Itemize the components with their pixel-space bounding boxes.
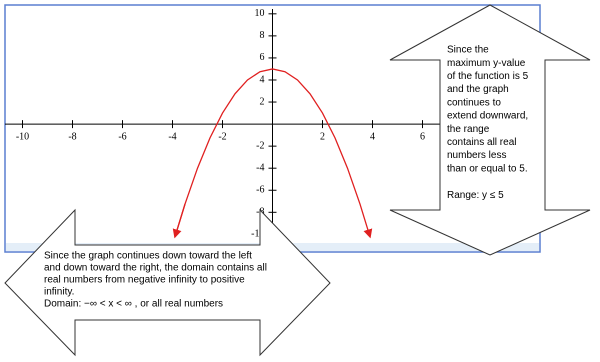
x-tick-label: 6 (420, 131, 425, 142)
y-tick-label: 8 (260, 30, 265, 41)
x-tick-label: 2 (320, 131, 325, 142)
x-tick-label: -10 (16, 131, 29, 142)
note-line: extend downward, (447, 111, 528, 122)
y-tick-label: 2 (260, 96, 265, 107)
note-line: than or equal to 5. (447, 163, 528, 174)
y-tick-label: -10 (251, 229, 264, 240)
note-line: and down toward the right, the domain co… (44, 263, 267, 274)
note-line: and the graph (447, 84, 509, 95)
note-line: Domain: −∞ < x < ∞ , or all real numbers (44, 299, 223, 310)
range-callout (389, 4, 591, 256)
y-tick-label: 10 (255, 8, 265, 19)
domain-callout (4, 208, 331, 357)
y-tick-label: -6 (256, 185, 264, 196)
note-line: Since the graph continues down toward th… (44, 251, 252, 262)
note-line: contains all real (447, 137, 516, 148)
x-tick-label: -6 (118, 131, 126, 142)
note-line: real numbers from negative infinity to p… (44, 275, 245, 286)
y-tick-label: -2 (256, 140, 264, 151)
y-tick-label: 6 (260, 52, 265, 63)
y-tick-label: 4 (260, 74, 265, 85)
note-line: infinity. (44, 287, 74, 298)
note-line: continues to (447, 97, 501, 108)
x-tick-label: -4 (168, 131, 176, 142)
note-line: of the function is 5 (447, 71, 529, 82)
y-tick-label: -4 (256, 162, 264, 173)
note-line: the range (447, 124, 490, 135)
note-line: Range: y ≤ 5 (447, 190, 504, 201)
curve-arrow (172, 203, 186, 239)
x-tick-label: 4 (370, 131, 375, 142)
x-tick-label: -2 (218, 131, 226, 142)
note-line: maximum y-value (447, 58, 526, 69)
curve (174, 68, 373, 239)
note-line: numbers less (447, 150, 506, 161)
x-tick-label: -8 (68, 131, 76, 142)
note-line: Since the (447, 45, 489, 56)
